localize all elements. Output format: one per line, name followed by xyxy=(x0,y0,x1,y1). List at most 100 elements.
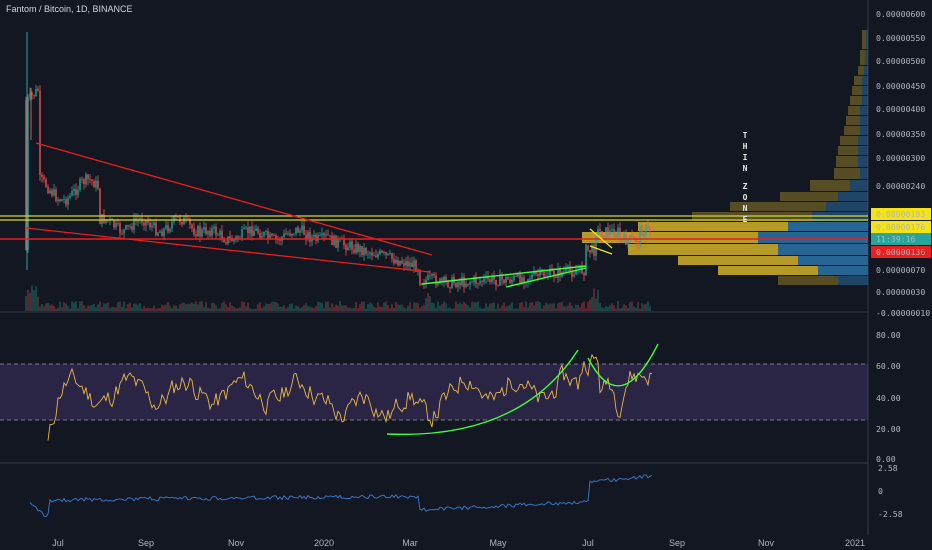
candle-body xyxy=(133,218,135,230)
volume-bar xyxy=(83,305,85,311)
candle-body xyxy=(177,216,179,218)
candle-body xyxy=(317,235,319,241)
candle-body xyxy=(227,236,229,244)
candle-body xyxy=(205,227,207,234)
volume-bar xyxy=(641,303,643,311)
volume-bar xyxy=(317,301,319,311)
candle-body xyxy=(73,188,75,191)
candle-body xyxy=(463,277,465,287)
volume-bar xyxy=(629,302,631,311)
candle-body xyxy=(415,260,417,272)
volume-bar xyxy=(235,308,237,311)
volume-profile-blue xyxy=(865,50,868,65)
candle-body xyxy=(457,282,459,288)
candle-body xyxy=(409,262,411,267)
volume-bar xyxy=(321,302,323,311)
volume-bar xyxy=(471,301,473,311)
volume-bar xyxy=(197,304,199,311)
candle-body xyxy=(615,234,617,238)
candle-body xyxy=(363,247,365,255)
volume-bar xyxy=(499,308,501,311)
price-tick-label: -0.00000010 xyxy=(876,308,930,318)
candle-body xyxy=(605,227,607,238)
volume-bar xyxy=(377,302,379,311)
volume-bar xyxy=(227,307,229,311)
time-tick-label: Nov xyxy=(758,538,775,548)
volume-bar xyxy=(187,303,189,311)
candle-body xyxy=(611,229,613,231)
candle-body xyxy=(273,235,275,237)
candle-body xyxy=(421,283,423,286)
annotation-letter: I xyxy=(743,153,748,162)
volume-bar xyxy=(603,307,605,311)
candle-body xyxy=(33,94,35,96)
candle-body xyxy=(639,225,641,244)
candle-body xyxy=(159,231,161,233)
candle-body xyxy=(345,244,347,251)
volume-bar xyxy=(385,301,387,311)
volume-bar xyxy=(43,306,45,311)
volume-bar xyxy=(319,302,321,311)
volume-bar xyxy=(267,303,269,311)
candle-body xyxy=(439,278,441,284)
time-tick-label: Sep xyxy=(669,538,685,548)
candle-body xyxy=(591,244,593,253)
candle-body xyxy=(49,190,51,194)
volume-bar xyxy=(215,305,217,311)
volume-bar xyxy=(367,304,369,311)
volume-bar xyxy=(489,303,491,311)
volume-bar xyxy=(431,302,433,311)
candle-body xyxy=(255,228,257,231)
candle-body xyxy=(455,283,457,288)
candle-body xyxy=(183,217,185,225)
candle-body xyxy=(623,234,625,239)
candle-body xyxy=(165,225,167,229)
volume-bar xyxy=(531,301,533,311)
volume-bar xyxy=(95,307,97,311)
candle-body xyxy=(295,227,297,234)
rsi-trend-arc xyxy=(386,349,579,436)
candle-body xyxy=(583,273,585,276)
volume-bar xyxy=(459,302,461,311)
volume-bar xyxy=(181,303,183,311)
volume-bar xyxy=(583,301,585,311)
price-tick-label: 0.00000600 xyxy=(876,9,925,19)
volume-bar xyxy=(285,308,287,311)
candle-body xyxy=(29,92,31,97)
volume-bar xyxy=(455,301,457,311)
candle-body xyxy=(357,243,359,252)
volume-bar xyxy=(495,308,497,311)
volume-bar xyxy=(507,306,509,311)
volume-bar xyxy=(161,304,163,311)
volume-bar xyxy=(269,303,271,311)
candle-body xyxy=(471,282,473,284)
volume-bar xyxy=(125,307,127,311)
volume-bar xyxy=(119,301,121,311)
volume-bar xyxy=(569,302,571,311)
candle-body xyxy=(215,226,217,236)
candle-body xyxy=(367,253,369,255)
candle-body xyxy=(233,239,235,242)
volume-bars xyxy=(25,285,651,311)
price-tick-label: 0.00000070 xyxy=(876,265,925,275)
volume-bar xyxy=(121,307,123,311)
candle-body xyxy=(347,247,349,251)
candle-body xyxy=(299,230,301,233)
volume-bar xyxy=(365,308,367,311)
candle-body xyxy=(261,235,263,238)
candle-body xyxy=(83,179,85,185)
candle-body xyxy=(203,227,205,230)
volume-bar xyxy=(623,304,625,311)
volume-bar xyxy=(325,301,327,311)
candle-body xyxy=(559,268,561,277)
candle-body xyxy=(361,245,363,255)
volume-bar xyxy=(191,302,193,311)
time-tick-label: Sep xyxy=(138,538,154,548)
candle-body xyxy=(467,283,469,285)
volume-profile-yellow xyxy=(852,86,862,95)
volume-bar xyxy=(451,308,453,311)
volume-bar xyxy=(61,307,63,311)
candle-body xyxy=(563,271,565,273)
candle-body xyxy=(155,222,157,236)
volume-bar xyxy=(565,306,567,311)
